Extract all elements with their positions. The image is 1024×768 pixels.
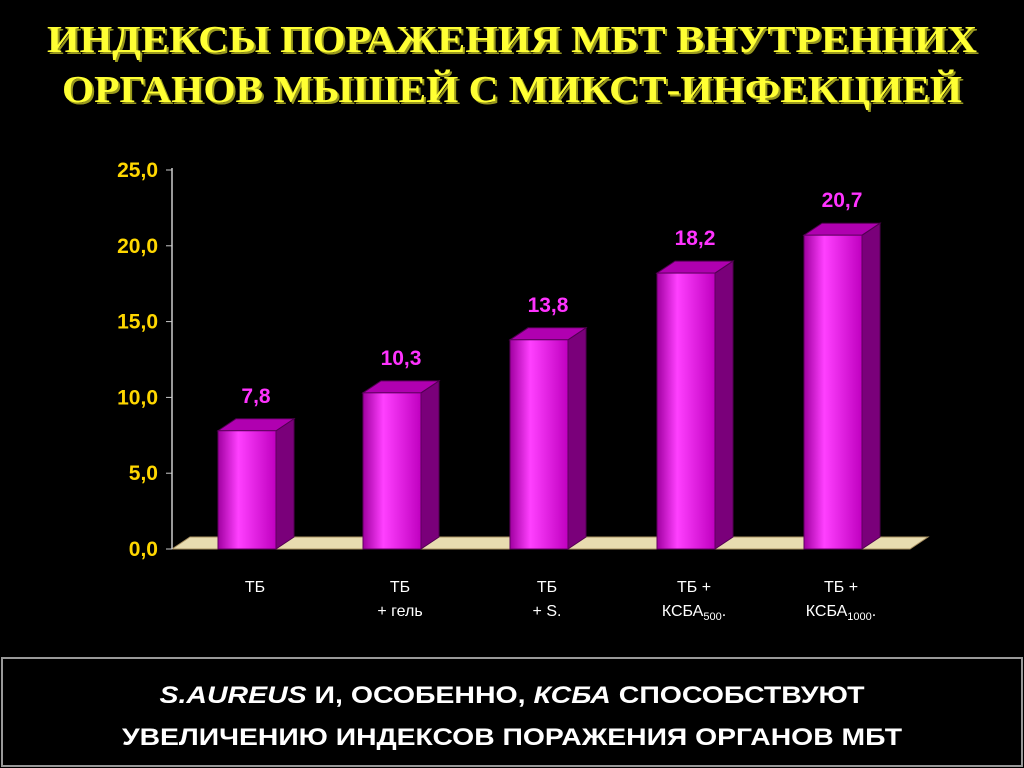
label-part: КСБА — [806, 603, 848, 620]
label-part: + гель — [377, 603, 422, 620]
label-part: ТБ + — [677, 579, 711, 596]
footer-part: И, ОСОБЕННО, — [307, 682, 534, 709]
y-tick-label: 15,0 — [117, 311, 158, 334]
label-subscript: 500 — [703, 611, 721, 623]
bar-front — [362, 392, 422, 550]
label-part: . — [872, 603, 876, 620]
bar-side — [714, 260, 734, 550]
bar — [655, 260, 735, 550]
value-label: 10,3 — [381, 347, 422, 370]
bar — [802, 222, 882, 550]
x-tick-label: + S. — [533, 603, 562, 620]
bar-front — [509, 339, 569, 550]
bar-front — [656, 272, 716, 550]
label-subscript: 1000 — [847, 611, 871, 623]
title-shadow: ОРГАНОВ МЫШЕЙ С МИКСТ-ИНФЕКЦИЕЙ — [64, 71, 964, 113]
title-shadow: ИНДЕКСЫ ПОРАЖЕНИЯ МБТ ВНУТРЕННИХ — [49, 21, 979, 63]
x-tick-label: ТБ + — [677, 579, 711, 596]
value-label: 7,8 — [241, 385, 271, 408]
bar — [216, 417, 296, 550]
y-tick-label: 25,0 — [117, 159, 158, 182]
x-tick-label: ТБ — [390, 579, 410, 596]
x-tick-label: + гель — [377, 603, 422, 620]
label-part: КСБА — [662, 603, 704, 620]
y-tick-label: 0,0 — [129, 538, 158, 561]
footer: S.AUREUS И, ОСОБЕННО, КСБА СПОСОБСТВУЮТ У… — [122, 682, 902, 751]
x-tick-label: КСБА500. — [662, 603, 726, 623]
footer-text: S.AUREUS И, ОСОБЕННО, КСБА СПОСОБСТВУЮТ — [160, 682, 865, 709]
value-label: 20,7 — [822, 189, 863, 212]
label-part: ТБ — [390, 579, 410, 596]
label-part: + S. — [533, 603, 562, 620]
bar — [508, 326, 588, 550]
y-tick-label: 10,0 — [117, 386, 158, 409]
y-tick-label: 5,0 — [129, 462, 158, 485]
chart-title: ОРГАНОВ МЫШЕЙ С МИКСТ-ИНФЕКЦИЕЙ — [62, 69, 962, 111]
bar-side — [861, 222, 881, 550]
x-tick-label: ТБ — [537, 579, 557, 596]
footer-part: СПОСОБСТВУЮТ — [611, 682, 865, 709]
bar — [361, 379, 441, 550]
footer-part: КСБА — [534, 682, 611, 709]
label-part: ТБ — [537, 579, 557, 596]
chart-title: ИНДЕКСЫ ПОРАЖЕНИЯ МБТ ВНУТРЕННИХ — [47, 19, 977, 61]
footer-part: S.AUREUS — [160, 682, 307, 709]
label-part: . — [722, 603, 726, 620]
y-tick-label: 20,0 — [117, 235, 158, 258]
x-tick-label: КСБА1000. — [806, 603, 876, 623]
bar-side — [420, 379, 440, 550]
footer-text: УВЕЛИЧЕНИЮ ИНДЕКСОВ ПОРАЖЕНИЯ ОРГАНОВ МБ… — [122, 724, 902, 751]
bar-front — [803, 234, 863, 550]
label-part: ТБ — [245, 579, 265, 596]
bar-side — [275, 417, 295, 550]
x-tick-label: ТБ — [245, 579, 265, 596]
bar-front — [217, 430, 277, 550]
value-label: 18,2 — [675, 227, 716, 250]
footer-box — [1, 657, 1023, 767]
label-part: ТБ + — [824, 579, 858, 596]
value-label: 13,8 — [528, 294, 569, 317]
footer-part: УВЕЛИЧЕНИЮ ИНДЕКСОВ ПОРАЖЕНИЯ ОРГАНОВ МБ… — [122, 724, 902, 751]
bar-side — [567, 326, 587, 550]
x-tick-label: ТБ + — [824, 579, 858, 596]
